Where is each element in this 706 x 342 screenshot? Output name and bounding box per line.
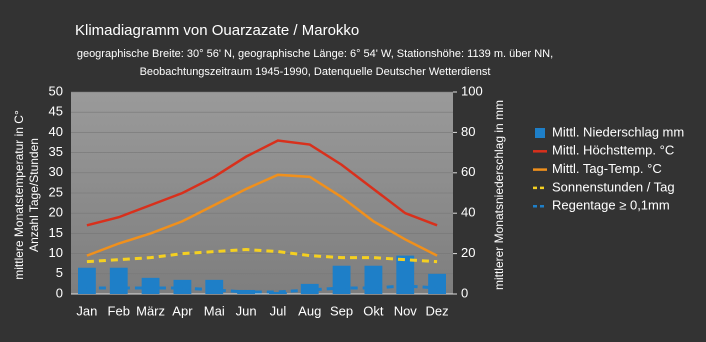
series-line [86,284,438,294]
y-axis-label: mittlere Monatstemperatur in C° [12,110,26,280]
series-line [86,248,438,264]
series-line [86,139,438,227]
bar [428,273,446,294]
y-tick-label: 25 [49,184,63,199]
legend-label: Mittl. Niederschlag mm [552,124,684,139]
bar [78,267,96,294]
bar [269,291,287,294]
legend-label: Sonnenstunden / Tag [552,179,675,194]
bar [364,265,383,294]
x-tick-label: Sep [330,303,353,318]
subtitle: geographische Breite: 30° 56' N, geograp… [77,48,553,60]
legend-label: Mittl. Höchsttemp. °C [552,143,674,158]
y-tick-label: 40 [49,124,63,139]
x-tick-label: Jan [76,303,97,318]
chart-title: Klimadiagramm von Ouarzazate / Marokko [75,22,359,39]
x-tick-label: Apr [172,303,193,318]
x-tick-label: Feb [108,303,130,318]
legend-swatch [535,128,545,138]
y-tick-label: 20 [49,205,63,220]
bar [109,267,128,294]
y-axis-label: Anzahl Tage/Stunden [27,138,41,252]
x-tick-label: Aug [298,303,321,318]
y2-tick-label: 80 [461,124,475,139]
x-tick-label: Jul [270,303,287,318]
y-tick-label: 50 [49,83,63,98]
y-tick-label: 30 [49,164,63,179]
legend-label: Regentage ≥ 0,1mm [552,198,670,213]
x-tick-label: März [136,303,165,318]
y-tick-label: 15 [49,225,63,240]
y-tick-label: 35 [49,144,63,159]
x-tick-label: Nov [394,303,418,318]
y2-tick-label: 0 [461,285,468,300]
y2-tick-label: 60 [461,164,475,179]
x-tick-label: Mai [204,303,225,318]
bar [141,277,160,294]
bar [300,283,319,294]
subtitle: Beobachtungszeitraum 1945-1990, Datenque… [140,66,491,78]
y2-tick-label: 40 [461,205,475,220]
y-tick-label: 0 [56,285,63,300]
y-tick-label: 5 [56,265,63,280]
y2-tick-label: 100 [461,83,483,98]
y-tick-label: 10 [49,245,63,260]
bar [396,255,415,294]
y2-tick-label: 20 [461,245,475,260]
series-line [86,173,438,257]
y-tick-label: 45 [49,104,63,119]
x-tick-label: Dez [426,303,449,318]
y2-axis-label: mittlerer Monatsniederschlag in mm [492,100,506,290]
legend-label: Mittl. Tag-Temp. °C [552,161,662,176]
bar [205,279,224,294]
bar [332,265,351,294]
bar [173,279,192,294]
x-tick-label: Jun [236,303,257,318]
x-tick-label: Okt [363,303,384,318]
